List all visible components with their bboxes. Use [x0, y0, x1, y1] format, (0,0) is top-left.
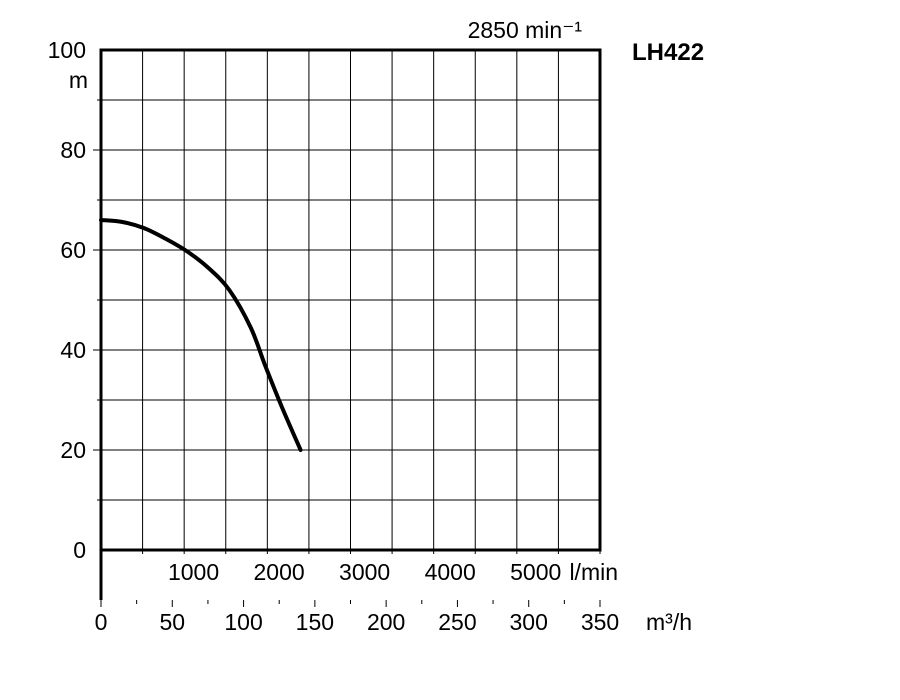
x-tick-label-m3h: 200: [367, 609, 405, 635]
x-tick-labels-m3h: 0 50 100 150 200 250 300 350: [95, 609, 620, 635]
plot-frame: [99, 48, 602, 552]
x-tick-labels-lmin: 1000 2000 3000 4000 5000: [168, 559, 561, 585]
y-tick-label: 100: [48, 37, 86, 63]
x-tick-label-lmin: 2000: [253, 559, 304, 585]
x-unit-lmin: l/min: [569, 559, 618, 585]
x-tick-label-lmin: 5000: [510, 559, 561, 585]
x-tick-label-lmin: 4000: [425, 559, 476, 585]
grid-lines: [93, 50, 601, 607]
x-tick-label-m3h: 250: [438, 609, 476, 635]
y-tick-label: 40: [60, 337, 86, 363]
x-tick-label-m3h: 0: [95, 609, 108, 635]
x-tick-label-m3h: 150: [296, 609, 334, 635]
y-tick-label: 20: [60, 437, 86, 463]
model-label: LH422: [632, 39, 704, 66]
head-curve: [99, 218, 303, 452]
x-tick-label-lmin: 3000: [339, 559, 390, 585]
y-axis-unit: m: [69, 67, 88, 93]
x-tick-label-m3h: 300: [510, 609, 548, 635]
y-tick-labels: 0 20 40 60 80 100: [48, 37, 86, 563]
x-tick-label-m3h: 100: [224, 609, 262, 635]
x-tick-label-lmin: 1000: [168, 559, 219, 585]
y-tick-label: 60: [60, 237, 86, 263]
x-tick-label-m3h: 350: [581, 609, 619, 635]
y-tick-label: 0: [73, 537, 86, 563]
speed-label: 2850 min⁻¹: [468, 17, 583, 43]
x-unit-m3h: m³/h: [646, 609, 692, 635]
x-tick-label-m3h: 50: [159, 609, 185, 635]
y-tick-label: 80: [60, 137, 86, 163]
